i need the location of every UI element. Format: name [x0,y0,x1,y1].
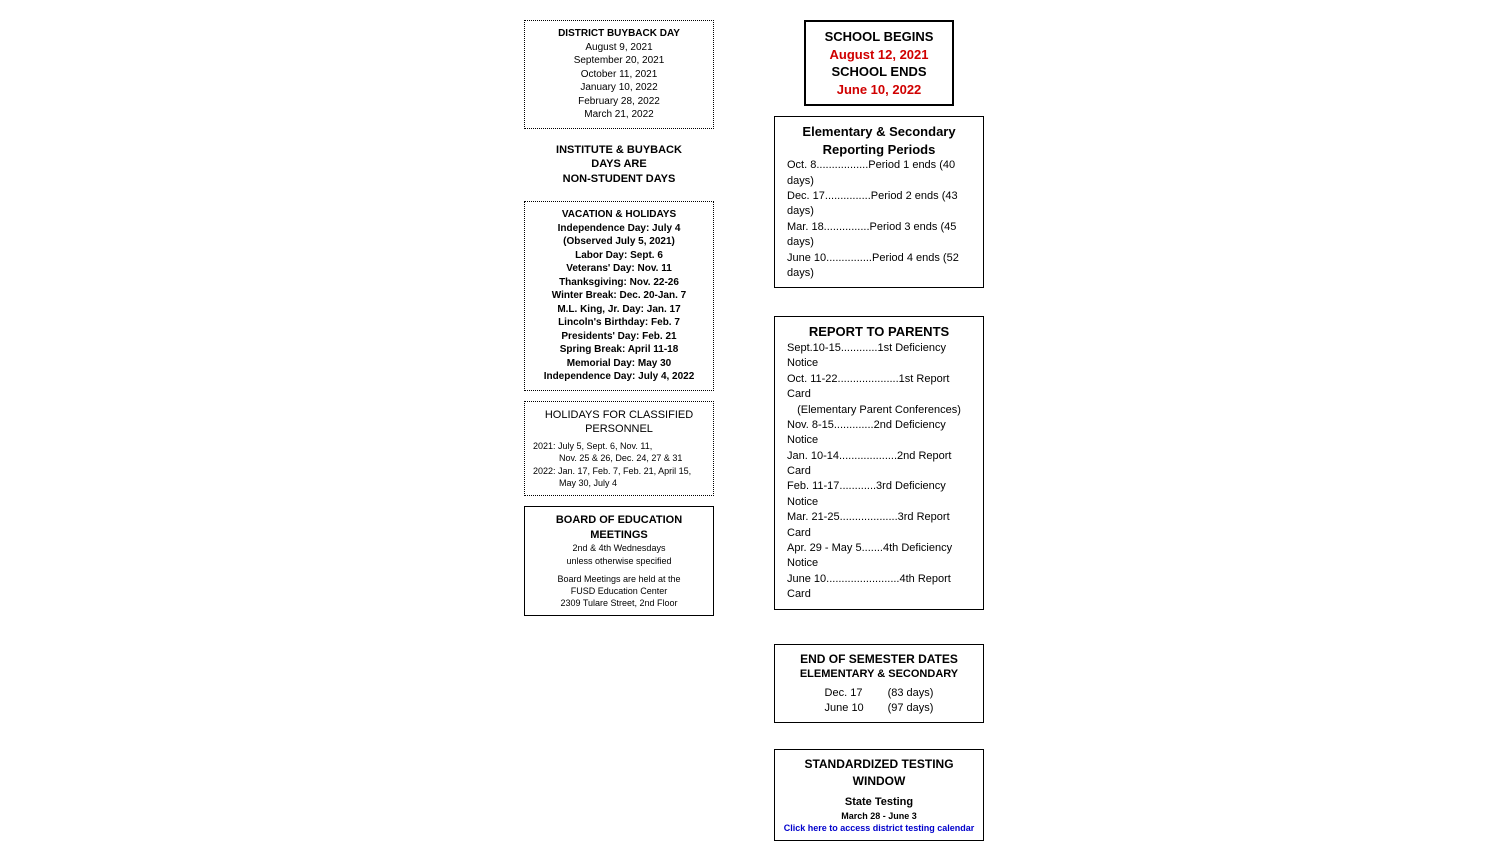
reporting-row: Dec. 17...............Period 2 ends (43 … [787,189,971,220]
board-title: BOARD OF EDUCATION MEETINGS [533,513,705,543]
classified-line: 2021: July 5, Sept. 6, Nov. 11, [533,440,705,452]
board-loc: Board Meetings are held at the [533,573,705,585]
buyback-date: February 28, 2022 [533,95,705,109]
reporting-rows: Oct. 8.................Period 1 ends (40… [783,158,975,281]
report-parents-rows: Sept.10-15............1st Deficiency Not… [783,341,975,603]
report-row: Feb. 11-17............3rd Deficiency Not… [787,479,971,510]
institute-line: DAYS ARE [524,157,714,172]
vacation-item: Memorial Day: May 30 [533,357,705,371]
reporting-row: Oct. 8.................Period 1 ends (40… [787,158,971,189]
board-sub: 2nd & 4th Wednesdays [533,542,705,554]
vacation-item: Spring Break: April 11-18 [533,343,705,357]
right-column: SCHOOL BEGINS August 12, 2021 SCHOOL END… [774,20,984,841]
state-testing-label: State Testing [783,795,975,810]
semester-row: June 10 (97 days) [825,701,934,716]
reporting-title: Elementary & Secondary [783,123,975,141]
semester-box: END OF SEMESTER DATES ELEMENTARY & SECON… [774,644,984,724]
semester-row: Dec. 17 (83 days) [825,686,934,701]
school-begins-date: August 12, 2021 [814,46,944,64]
institute-line: INSTITUTE & BUYBACK [524,143,714,158]
classified-title: HOLIDAYS FOR CLASSIFIED PERSONNEL [533,408,705,438]
buyback-date: March 21, 2022 [533,108,705,122]
vacation-item: M.L. King, Jr. Day: Jan. 17 [533,303,705,317]
vacation-item: Winter Break: Dec. 20-Jan. 7 [533,289,705,303]
board-box: BOARD OF EDUCATION MEETINGS 2nd & 4th We… [524,506,714,616]
vacation-item: Presidents' Day: Feb. 21 [533,330,705,344]
classified-line: 2022: Jan. 17, Feb. 7, Feb. 21, April 15… [533,465,705,477]
vacation-item: Independence Day: July 4, 2022 [533,370,705,384]
institute-note: INSTITUTE & BUYBACK DAYS ARE NON-STUDENT… [524,139,714,192]
report-row: (Elementary Parent Conferences) [787,403,971,418]
buyback-date: August 9, 2021 [533,41,705,55]
testing-box: STANDARDIZED TESTING WINDOW State Testin… [774,749,984,841]
semester-title: END OF SEMESTER DATES [783,651,975,667]
report-row: Oct. 11-22....................1st Report… [787,372,971,403]
semester-days: (83 days) [888,687,934,699]
school-ends-date: June 10, 2022 [814,81,944,99]
vacation-item: Veterans' Day: Nov. 11 [533,262,705,276]
reporting-title: Reporting Periods [783,141,975,159]
state-testing-dates: March 28 - June 3 [783,810,975,822]
board-loc: FUSD Education Center [533,585,705,597]
report-row: Nov. 8-15.............2nd Deficiency Not… [787,418,971,449]
testing-calendar-link[interactable]: Click here to access district testing ca… [783,822,975,834]
semester-date: Dec. 17 [825,686,885,701]
vacation-item: Labor Day: Sept. 6 [533,249,705,263]
testing-title: STANDARDIZED TESTING [783,756,975,772]
classified-line: Nov. 25 & 26, Dec. 24, 27 & 31 [533,452,705,464]
reporting-row: June 10...............Period 4 ends (52 … [787,251,971,282]
board-loc: 2309 Tulare Street, 2nd Floor [533,597,705,609]
buyback-date: January 10, 2022 [533,81,705,95]
school-begins-label: SCHOOL BEGINS [814,28,944,46]
report-row: Mar. 21-25...................3rd Report … [787,510,971,541]
semester-rows: Dec. 17 (83 days) June 10 (97 days) [825,686,934,717]
report-parents-title: REPORT TO PARENTS [783,323,975,341]
page-container: DISTRICT BUYBACK DAY August 9, 2021 Sept… [0,0,1508,841]
buyback-title: DISTRICT BUYBACK DAY [533,27,705,41]
board-sub: unless otherwise specified [533,555,705,567]
reporting-box: Elementary & Secondary Reporting Periods… [774,116,984,288]
report-row: Sept.10-15............1st Deficiency Not… [787,341,971,372]
vacation-item: (Observed July 5, 2021) [533,235,705,249]
testing-title: WINDOW [783,773,975,789]
report-row: June 10........................4th Repor… [787,572,971,603]
buyback-box: DISTRICT BUYBACK DAY August 9, 2021 Sept… [524,20,714,129]
vacation-item: Independence Day: July 4 [533,222,705,236]
semester-date: June 10 [825,701,885,716]
report-parents-box: REPORT TO PARENTS Sept.10-15............… [774,316,984,609]
buyback-date: October 11, 2021 [533,68,705,82]
institute-line: NON-STUDENT DAYS [524,172,714,187]
report-row: Apr. 29 - May 5.......4th Deficiency Not… [787,541,971,572]
semester-subtitle: ELEMENTARY & SECONDARY [783,667,975,682]
classified-box: HOLIDAYS FOR CLASSIFIED PERSONNEL 2021: … [524,401,714,496]
reporting-row: Mar. 18...............Period 3 ends (45 … [787,220,971,251]
vacation-box: VACATION & HOLIDAYS Independence Day: Ju… [524,201,714,391]
report-row: Jan. 10-14...................2nd Report … [787,449,971,480]
classified-line: May 30, July 4 [533,477,705,489]
left-column: DISTRICT BUYBACK DAY August 9, 2021 Sept… [524,20,714,841]
vacation-item: Lincoln's Birthday: Feb. 7 [533,316,705,330]
school-dates-box: SCHOOL BEGINS August 12, 2021 SCHOOL END… [804,20,954,106]
school-ends-label: SCHOOL ENDS [814,63,944,81]
vacation-item: Thanksgiving: Nov. 22-26 [533,276,705,290]
semester-days: (97 days) [888,702,934,714]
vacation-title: VACATION & HOLIDAYS [533,208,705,222]
buyback-date: September 20, 2021 [533,54,705,68]
